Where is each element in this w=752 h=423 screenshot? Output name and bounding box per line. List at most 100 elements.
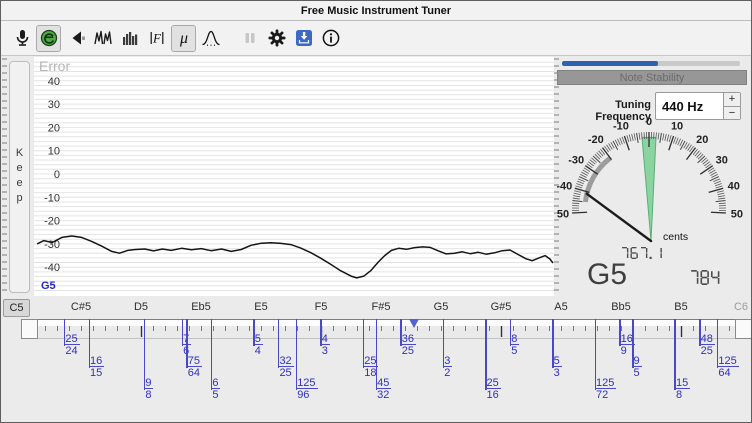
toolbar-button-microphone[interactable] — [9, 25, 34, 52]
toolbar-button-pause[interactable] — [237, 25, 262, 52]
octave-note-button[interactable]: C5 — [3, 299, 30, 317]
decrement-button[interactable]: − — [724, 106, 740, 119]
svg-text:F: F — [152, 31, 162, 46]
note-label: D5 — [133, 301, 149, 313]
ratio-line — [699, 319, 701, 346]
ratio-line — [509, 319, 512, 346]
gaussian-curve-icon — [201, 28, 221, 48]
note-label: C6 — [733, 301, 749, 313]
tuning-frequency-spinbox[interactable]: 440 Hz + − — [655, 92, 741, 120]
speaker-icon — [66, 28, 86, 48]
toolbar-button-histogram[interactable] — [117, 25, 142, 52]
svg-text:μ: μ — [178, 30, 187, 47]
gear-icon — [267, 28, 287, 48]
ratio-line — [485, 319, 487, 390]
ratio-line — [63, 319, 66, 346]
svg-text:50: 50 — [731, 209, 743, 221]
pause-icon — [240, 28, 260, 48]
ratio-fraction-label: 125 96 — [296, 377, 318, 401]
toolbar-button-mu-statistics[interactable]: μ — [171, 24, 196, 52]
ratio-fraction-label: 25 24 — [64, 333, 80, 357]
increment-button[interactable]: + — [724, 93, 740, 107]
note-label: G5 — [433, 301, 449, 313]
ratio-line — [375, 319, 378, 390]
keep-button[interactable]: Keep — [9, 61, 30, 293]
note-stability-label: Note Stability — [619, 71, 685, 84]
note-label: A5 — [554, 301, 568, 313]
save-icon — [294, 28, 314, 48]
ratio-line — [181, 319, 184, 346]
cents-dial: -50 -40 -30 -20 -10 0 10 20 30 40 50 cents — [553, 56, 751, 297]
ruler-ticks — [21, 326, 742, 337]
svg-text:-20: -20 — [44, 216, 60, 228]
toolbar-button-speaker[interactable] — [63, 25, 88, 52]
ratio-fraction-label: 125 72 — [595, 377, 617, 401]
frequency-lcd — [621, 246, 664, 264]
ratio-line — [186, 319, 188, 368]
toolbar-button-fourier-f[interactable]: F — [144, 25, 169, 52]
svg-text:-30: -30 — [568, 155, 584, 167]
detected-note: G5 — [587, 258, 628, 291]
panel-splitter-handle[interactable] — [554, 58, 559, 294]
ratio-line — [210, 319, 213, 390]
spin-buttons: + − — [723, 93, 740, 119]
tuning-frequency-value[interactable]: 440 Hz — [662, 98, 704, 114]
left-splitter-handle[interactable] — [2, 58, 7, 294]
ratio-fraction-label: 25 18 — [363, 355, 379, 379]
svg-text:0: 0 — [54, 169, 60, 181]
svg-text:10: 10 — [48, 146, 60, 158]
svg-text:-20: -20 — [588, 134, 604, 146]
keep-button-label: Keep — [13, 147, 26, 207]
ratio-line — [143, 319, 146, 390]
note-stability-bar: Note Stability — [557, 70, 747, 85]
ruler-strip[interactable] — [21, 319, 751, 339]
error-chart: Error 40 30 20 10 0 -10 -20 -30 -40 G5 — [34, 57, 554, 296]
note-label: Eb5 — [191, 301, 211, 313]
ratio-fraction-label: 48 25 — [699, 333, 715, 357]
toolbar: F μ — [1, 21, 751, 56]
window-title: Free Music Instrument Tuner — [300, 4, 452, 17]
info-icon — [321, 28, 341, 48]
ratio-fraction-label: 15 8 — [674, 377, 691, 401]
ratio-line — [594, 319, 596, 390]
mu-icon: μ — [174, 28, 194, 48]
svg-text:10: 10 — [671, 121, 683, 133]
toolbar-button-fmit-logo[interactable] — [36, 24, 61, 52]
svg-text:30: 30 — [716, 155, 728, 167]
ratio-line — [400, 319, 402, 346]
note-label: B5 — [674, 301, 688, 313]
ratio-line — [619, 319, 621, 346]
title-bar: Free Music Instrument Tuner — [1, 1, 751, 21]
ratio-fraction-label: 16 15 — [89, 355, 105, 379]
chart-title: Error — [39, 58, 71, 74]
microtonal-scale-ruler: C5 C#5 D5 Eb5 E5 F5 F#5 G5 G#5 A5 Bb5 B5 C6 25 24 16 1… — [1, 297, 751, 422]
note-label: C#5 — [70, 301, 92, 313]
tuning-frequency-label: Tuning Frequency — [595, 99, 651, 123]
toolbar-button-settings-gear[interactable] — [264, 25, 289, 52]
pitch-marker-icon[interactable] — [409, 319, 419, 328]
tuner-panel: Note Stability Tuning Frequency 440 Hz +… — [553, 56, 751, 297]
svg-text:-50: -50 — [557, 209, 569, 221]
svg-text:30: 30 — [48, 99, 60, 111]
svg-text:-10: -10 — [613, 121, 629, 133]
ratio-fraction-label: 125 64 — [717, 355, 739, 379]
toolbar-button-waveform[interactable] — [90, 25, 115, 52]
svg-text:40: 40 — [728, 180, 740, 192]
ratio-line — [632, 319, 634, 368]
toolbar-button-save[interactable] — [291, 25, 316, 52]
toolbar-button-gaussian-tuner[interactable] — [198, 25, 223, 52]
svg-text:cents: cents — [663, 231, 688, 243]
toolbar-button-about-info[interactable] — [318, 25, 343, 52]
ratio-fraction-label: 16 9 — [619, 333, 635, 357]
ratio-line — [674, 319, 676, 390]
ratio-line — [320, 319, 322, 346]
ruler-left-cap — [21, 319, 38, 339]
